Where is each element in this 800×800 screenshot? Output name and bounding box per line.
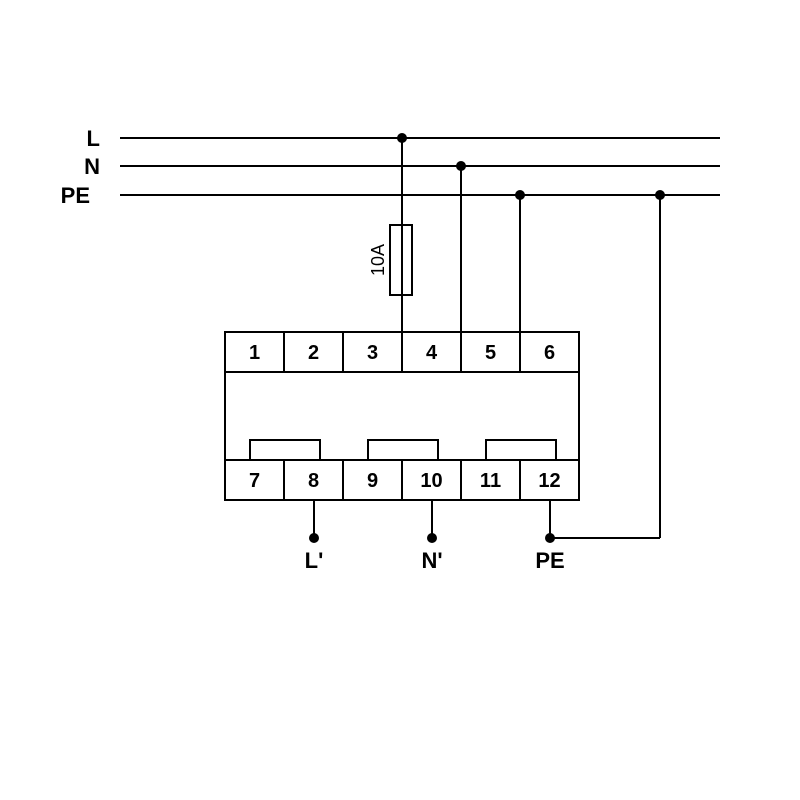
- wiring-diagram: LNPE10A123456789101112L'N'PE: [0, 0, 800, 800]
- terminal-body: [225, 372, 579, 460]
- terminal-number: 1: [249, 342, 260, 364]
- output-dot: [427, 533, 437, 543]
- junction-dot: [655, 190, 665, 200]
- terminal-number: 6: [544, 342, 555, 364]
- terminal-number: 9: [367, 470, 378, 492]
- output-label: N': [421, 548, 442, 573]
- terminal-number: 12: [538, 470, 560, 492]
- terminal-number: 3: [367, 342, 378, 364]
- terminal-number: 5: [485, 342, 496, 364]
- terminal-number: 10: [420, 470, 442, 492]
- supply-label-l: L: [87, 126, 100, 151]
- output-label: L': [305, 548, 324, 573]
- terminal-number: 2: [308, 342, 319, 364]
- terminal-number: 11: [480, 470, 501, 492]
- terminal-number: 4: [426, 342, 438, 364]
- terminal-number: 8: [308, 470, 319, 492]
- output-label: PE: [535, 548, 564, 573]
- supply-label-pe: PE: [61, 183, 90, 208]
- supply-label-n: N: [84, 154, 100, 179]
- output-dot: [309, 533, 319, 543]
- fuse-label: 10A: [368, 244, 388, 276]
- terminal-number: 7: [249, 470, 260, 492]
